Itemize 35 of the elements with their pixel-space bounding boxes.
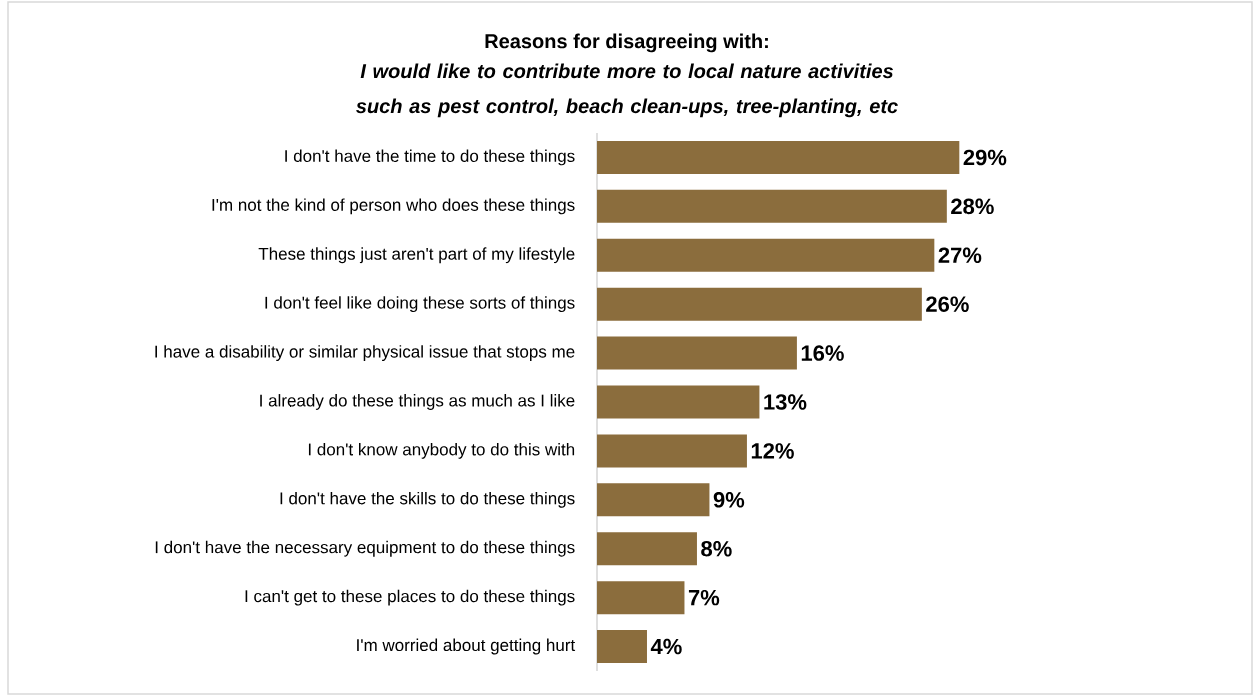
y-tick-label: I don't feel like doing these sorts of things xyxy=(265,296,575,313)
bar xyxy=(597,630,647,664)
y-tick-label: I already do these things as much as I like xyxy=(260,394,575,410)
y-tick-label: I'm worried about getting hurt xyxy=(357,638,576,655)
data-label: 27% xyxy=(938,247,982,264)
bar xyxy=(597,189,947,223)
data-label: 28% xyxy=(951,198,994,215)
y-tick-label: I can't get to these places to do these things xyxy=(245,589,575,606)
bar xyxy=(597,434,747,468)
bar xyxy=(597,483,710,517)
bar xyxy=(597,140,960,174)
bar xyxy=(597,385,760,419)
bar xyxy=(597,532,697,566)
data-label: 13% xyxy=(764,394,807,410)
y-tick-label: I don't have the skills to do these things xyxy=(280,491,575,508)
chart-subtitle: I would like to contribute more to local nature activities such as pest control, beach clean-ups, tree-planting, etc xyxy=(356,63,898,118)
chart-title: Reasons for disagreeing with: xyxy=(485,33,768,53)
y-tick-label: I don't know anybody to do this with xyxy=(308,442,575,459)
y-tick-label: I don't have the necessary equipment to do these things xyxy=(155,540,575,557)
data-label: 16% xyxy=(801,345,844,361)
data-label: 4% xyxy=(650,638,682,655)
data-label: 26% xyxy=(926,296,969,312)
bar xyxy=(597,287,922,321)
y-tick-label: I'm not the kind of person who does these things xyxy=(212,198,575,215)
bar xyxy=(597,581,685,615)
y-tick-label: These things just aren't part of my lifestyle xyxy=(258,247,575,264)
y-tick-label: I have a disability or similar physical issue that stops me xyxy=(155,345,575,362)
data-label: 7% xyxy=(688,589,720,606)
data-label: 9% xyxy=(713,492,745,508)
data-label: 29% xyxy=(963,149,1007,166)
data-label: 8% xyxy=(701,540,732,557)
bar xyxy=(597,336,797,370)
data-label: 12% xyxy=(751,443,794,459)
bar xyxy=(597,238,935,272)
y-tick-label: I don't have the time to do these things xyxy=(285,149,575,166)
